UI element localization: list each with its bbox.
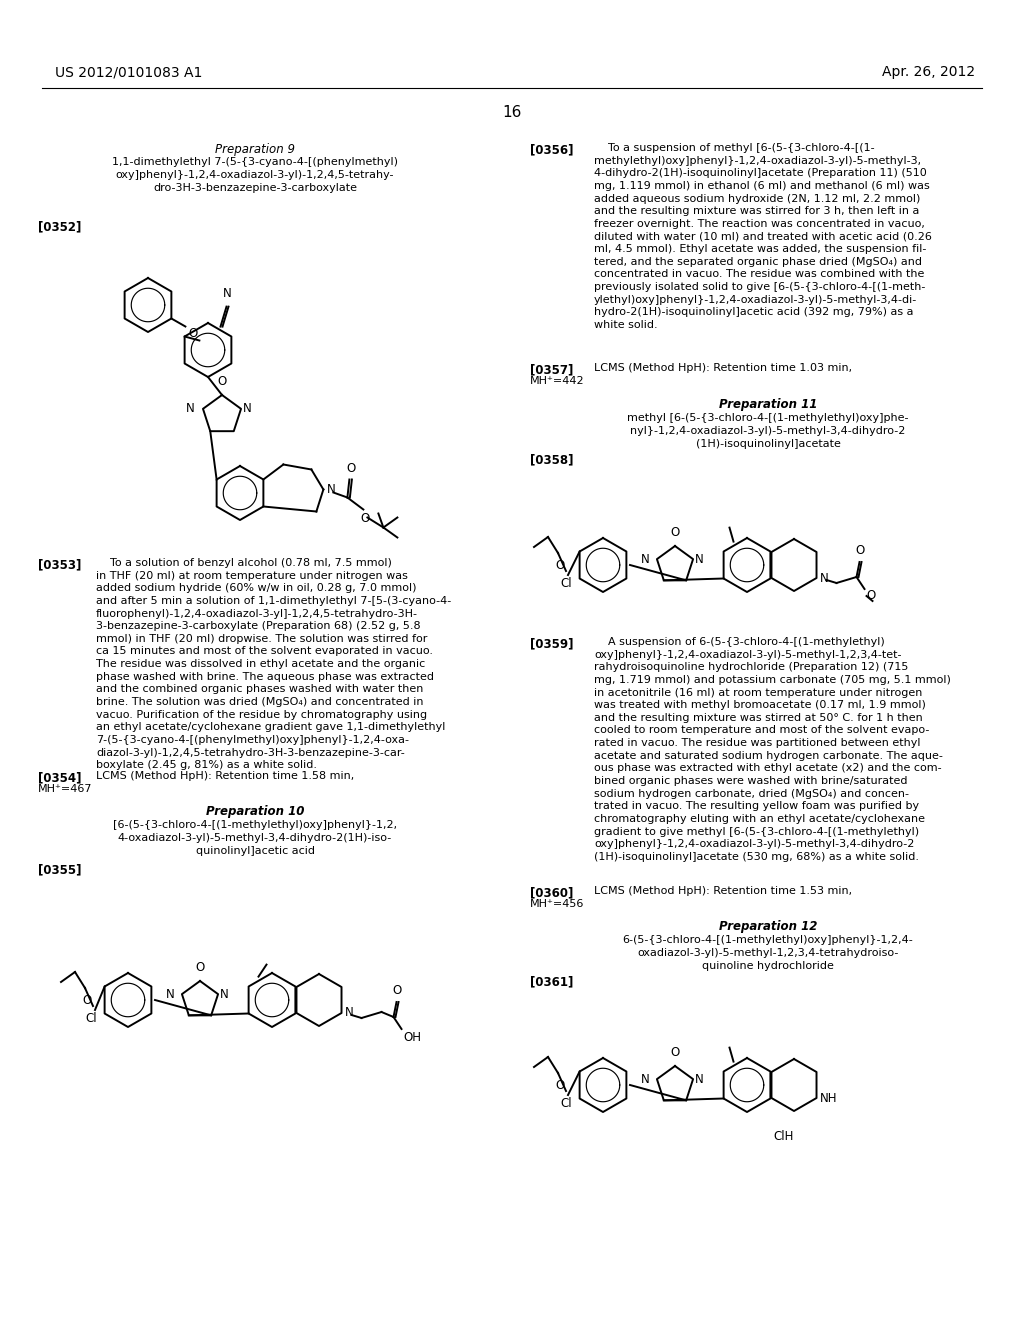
Text: N: N [327,483,335,496]
Text: O: O [82,994,91,1007]
Text: N: N [695,553,703,566]
Text: LCMS (Method HpH): Retention time 1.58 min,: LCMS (Method HpH): Retention time 1.58 m… [96,771,354,781]
Text: [0352]: [0352] [38,220,81,234]
Text: A suspension of 6-(5-{3-chloro-4-[(1-methylethyl)
oxy]phenyl}-1,2,4-oxadiazol-3-: A suspension of 6-(5-{3-chloro-4-[(1-met… [594,638,951,862]
Text: MH⁺=456: MH⁺=456 [530,899,585,909]
Text: O: O [217,375,226,388]
Text: [6-(5-{3-chloro-4-[(1-methylethyl)oxy]phenyl}-1,2,
4-oxadiazol-3-yl)-5-methyl-3,: [6-(5-{3-chloro-4-[(1-methylethyl)oxy]ph… [113,820,397,855]
Text: To a suspension of methyl [6-(5-{3-chloro-4-[(1-
methylethyl)oxy]phenyl}-1,2,4-o: To a suspension of methyl [6-(5-{3-chlor… [594,143,932,330]
Text: N: N [641,1073,650,1085]
Text: [0354]: [0354] [38,771,82,784]
Text: O: O [196,961,205,974]
Text: LCMS (Method HpH): Retention time 1.53 min,: LCMS (Method HpH): Retention time 1.53 m… [594,886,852,896]
Text: methyl [6-(5-{3-chloro-4-[(1-methylethyl)oxy]phe-
nyl}-1,2,4-oxadiazol-3-yl)-5-m: methyl [6-(5-{3-chloro-4-[(1-methylethyl… [628,413,908,449]
Text: N: N [223,286,231,300]
Text: Cl: Cl [560,577,571,590]
Text: Cl: Cl [560,1097,571,1110]
Text: Apr. 26, 2012: Apr. 26, 2012 [882,65,975,79]
Text: MH⁺=467: MH⁺=467 [38,784,92,795]
Text: [0360]: [0360] [530,886,573,899]
Text: Preparation 11: Preparation 11 [719,399,817,411]
Text: O: O [346,462,355,474]
Text: [0361]: [0361] [530,975,573,987]
Text: O: O [866,589,876,602]
Text: O: O [360,511,370,524]
Text: 6-(5-{3-chloro-4-[(1-methylethyl)oxy]phenyl}-1,2,4-
oxadiazol-3-yl)-5-methyl-1,2: 6-(5-{3-chloro-4-[(1-methylethyl)oxy]phe… [623,935,913,970]
Text: [0358]: [0358] [530,453,573,466]
Text: [0353]: [0353] [38,558,81,572]
Text: N: N [186,403,195,416]
Text: O: O [671,1045,680,1059]
Text: O: O [855,544,864,557]
Text: O: O [671,525,680,539]
Text: O: O [555,1078,564,1092]
Text: N: N [243,403,252,416]
Text: NH: NH [819,1092,837,1105]
Text: O: O [392,983,401,997]
Text: MH⁺=442: MH⁺=442 [530,376,585,385]
Text: 1,1-dimethylethyl 7-(5-{3-cyano-4-[(phenylmethyl)
oxy]phenyl}-1,2,4-oxadiazol-3-: 1,1-dimethylethyl 7-(5-{3-cyano-4-[(phen… [112,157,398,193]
Text: Cl: Cl [85,1012,96,1026]
Text: Preparation 10: Preparation 10 [206,805,304,818]
Text: [0356]: [0356] [530,143,573,156]
Text: N: N [166,987,175,1001]
Text: LCMS (Method HpH): Retention time 1.03 min,: LCMS (Method HpH): Retention time 1.03 m… [594,363,852,374]
Text: O: O [188,327,198,341]
Text: N: N [641,553,650,566]
Text: [0359]: [0359] [530,638,573,649]
Text: Preparation 9: Preparation 9 [215,143,295,156]
Text: [0355]: [0355] [38,863,82,876]
Text: 16: 16 [503,106,521,120]
Text: [0357]: [0357] [530,363,573,376]
Text: N: N [695,1073,703,1085]
Text: N: N [220,987,228,1001]
Text: ClH: ClH [774,1130,795,1143]
Text: To a solution of benzyl alcohol (0.78 ml, 7.5 mmol)
in THF (20 ml) at room tempe: To a solution of benzyl alcohol (0.78 ml… [96,558,452,771]
Text: OH: OH [403,1031,422,1044]
Text: N: N [344,1006,353,1019]
Text: Preparation 12: Preparation 12 [719,920,817,933]
Text: US 2012/0101083 A1: US 2012/0101083 A1 [55,65,203,79]
Text: O: O [555,558,564,572]
Text: N: N [819,572,828,585]
